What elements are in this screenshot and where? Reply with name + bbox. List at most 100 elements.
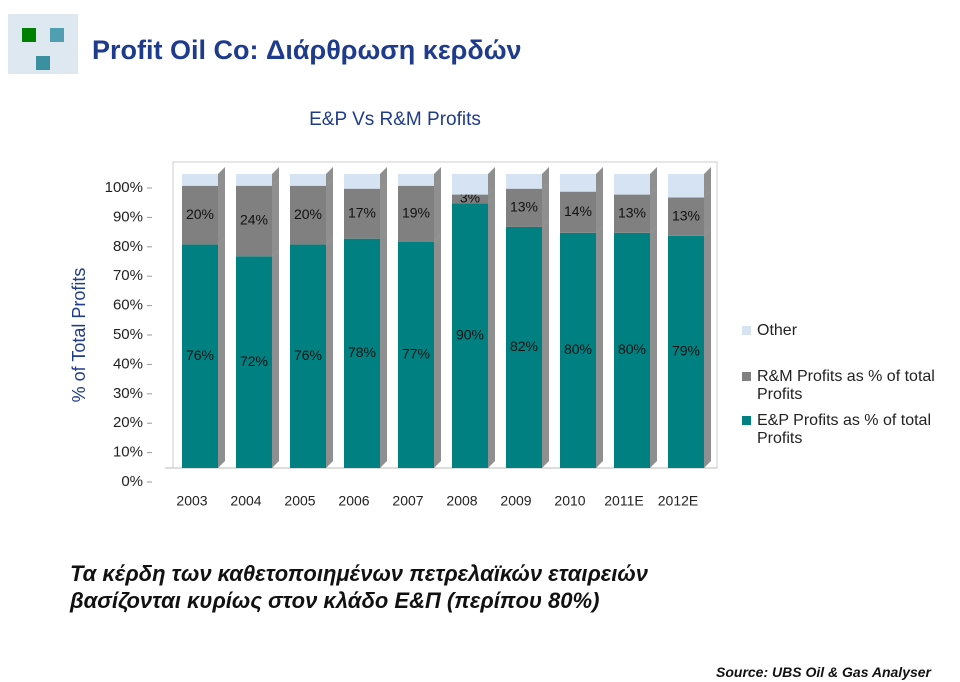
data-label: 76% — [294, 347, 322, 363]
legend-label: E&P Profits as % of total Profits — [757, 412, 932, 447]
bar-segment — [668, 197, 704, 236]
body-line: βασίζονται κυρίως στον κλάδο Ε&Π (περίπο… — [70, 588, 600, 613]
x-tick-label: 2007 — [392, 493, 423, 509]
data-label: 82% — [510, 338, 538, 354]
x-tick-label: 2006 — [338, 493, 369, 509]
bar-side — [380, 181, 387, 239]
bar-segment — [182, 244, 218, 468]
bar-segment — [560, 191, 596, 233]
bar-side — [596, 225, 603, 468]
logo-square — [50, 28, 64, 42]
y-tick-label: 90% — [113, 208, 143, 225]
data-label: 17% — [348, 204, 376, 220]
bar-side — [650, 167, 657, 195]
bar-segment — [236, 185, 272, 257]
data-label: 80% — [564, 341, 592, 357]
x-tick-label: 2011E — [604, 493, 643, 509]
bar-side — [434, 234, 441, 468]
bar-side — [434, 167, 441, 186]
y-tick-label: 20% — [113, 414, 143, 431]
legend-item: Other — [742, 322, 957, 340]
legend-item: E&P Profits as % of total Profits — [742, 412, 957, 448]
bar-side — [272, 178, 279, 257]
x-tick-label: 2009 — [500, 493, 531, 509]
y-tick-label: 60% — [113, 297, 143, 314]
bar-segment — [452, 194, 488, 204]
bar-segment — [614, 194, 650, 233]
bar-segment — [236, 256, 272, 468]
bar-side — [380, 167, 387, 189]
data-label: 20% — [294, 206, 322, 222]
legend-swatch — [742, 326, 751, 335]
data-label: 24% — [240, 212, 268, 228]
y-tick-label: 40% — [113, 355, 143, 372]
bar-side — [596, 167, 603, 192]
bar-segment — [344, 174, 380, 189]
bar-segment — [290, 244, 326, 468]
data-label: 77% — [402, 346, 430, 362]
bar-segment — [290, 174, 326, 186]
x-tick-label: 2004 — [230, 493, 261, 509]
bar-segment — [614, 174, 650, 195]
bar-side — [326, 237, 333, 468]
data-label: 78% — [348, 344, 376, 360]
legend-swatch — [742, 372, 751, 381]
data-label: 14% — [564, 203, 592, 219]
x-tick-label: 2003 — [176, 493, 207, 509]
data-label: 13% — [672, 207, 700, 223]
x-tick-label: 2005 — [284, 493, 315, 509]
chart-title: E&P Vs R&M Profits — [309, 109, 481, 130]
bar-segment — [236, 174, 272, 186]
bar-side — [542, 181, 549, 227]
data-label: 19% — [402, 204, 430, 220]
body-line: Τα κέρδη των καθετοποιημένων πετρελαϊκών… — [70, 561, 649, 586]
bar-segment — [398, 174, 434, 186]
bar-segment — [506, 174, 542, 189]
bar-segment — [560, 174, 596, 192]
bar-segment — [182, 185, 218, 245]
bar-side — [272, 249, 279, 468]
y-tick-label: 0% — [121, 473, 143, 490]
bar-segment — [614, 232, 650, 468]
bar-side — [596, 184, 603, 233]
y-tick-label: 100% — [105, 179, 143, 196]
bar-side — [704, 190, 711, 236]
x-tick-label: 2010 — [554, 493, 585, 509]
x-tick-label: 2012E — [658, 493, 698, 509]
bar-segment — [290, 185, 326, 245]
bar-segment — [560, 232, 596, 468]
bar-side — [434, 178, 441, 242]
bar-segment — [506, 226, 542, 468]
bar-segment — [398, 185, 434, 242]
bar-segment — [668, 174, 704, 198]
bar-side — [488, 167, 495, 195]
bar-side — [650, 225, 657, 468]
bar-segment — [668, 235, 704, 468]
bar-segment — [398, 241, 434, 468]
bar-side — [218, 167, 225, 186]
bar-side — [326, 178, 333, 245]
legend-label: R&M Profits as % of total Profits — [757, 368, 935, 403]
bar-segment — [452, 174, 488, 195]
bar-side — [272, 167, 279, 186]
legend-label: Other — [757, 322, 798, 339]
bar-segment — [344, 238, 380, 468]
data-label: 80% — [618, 341, 646, 357]
bar-segment — [182, 174, 218, 186]
legend: Other R&M Profits as % of total Profits E&… — [742, 322, 957, 456]
body-text: Τα κέρδη των καθετοποιημένων πετρελαϊκών… — [70, 560, 648, 614]
bar-side — [488, 187, 495, 204]
y-tick-label: 10% — [113, 444, 143, 461]
logo-square — [36, 56, 50, 70]
bar-side — [542, 219, 549, 468]
legend-item: R&M Profits as % of total Profits — [742, 368, 957, 404]
source: Source: UBS Oil & Gas Analyser — [716, 664, 931, 680]
data-label: 76% — [186, 347, 214, 363]
data-label: 90% — [456, 326, 484, 342]
y-axis-label: % of Total Profits — [69, 268, 89, 403]
y-tick-label: 70% — [113, 267, 143, 284]
bar-side — [488, 196, 495, 468]
bar-side — [218, 178, 225, 245]
